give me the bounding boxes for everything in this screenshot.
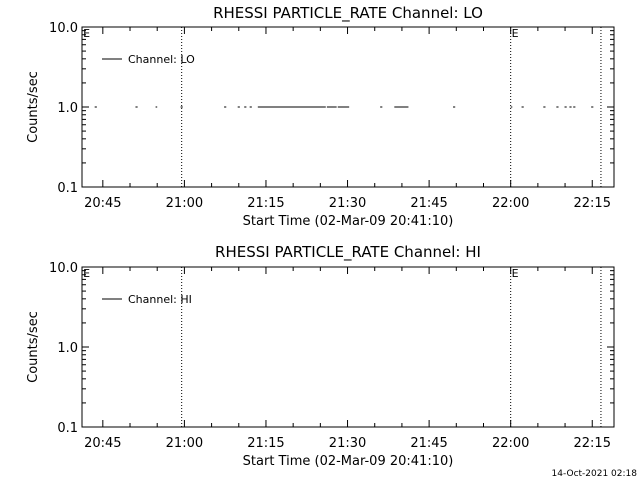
y-tick-label: 0.1 (57, 421, 78, 436)
x-tick-label: 21:15 (247, 196, 284, 211)
event-marker: E (512, 267, 519, 280)
legend-entry: Channel: LO (128, 53, 195, 66)
legend-entry: Channel: HI (128, 293, 192, 306)
y-tick-label: 10.0 (49, 21, 78, 36)
y-tick-label: 0.1 (57, 181, 78, 196)
x-tick-label: 21:30 (329, 436, 366, 451)
x-tick-label: 21:00 (166, 196, 203, 211)
footer-timestamp: 14-Oct-2021 02:18 (552, 469, 638, 479)
x-tick-label: 21:30 (329, 196, 366, 211)
x-tick-label: 20:45 (84, 436, 121, 451)
event-marker: E (512, 27, 519, 40)
event-marker: E (83, 27, 90, 40)
x-tick-label: 22:00 (492, 436, 529, 451)
x-tick-label: 20:45 (84, 196, 121, 211)
panel-hi-channel: RHESSI PARTICLE_RATE Channel: HI Counts/… (26, 243, 615, 469)
x-tick-label: 21:45 (410, 196, 447, 211)
x-tick-label: 21:15 (247, 436, 284, 451)
y-tick-label: 1.0 (57, 101, 78, 116)
x-tick-label: 21:45 (410, 436, 447, 451)
x-tick-label: 22:00 (492, 196, 529, 211)
y-axis-label: Counts/sec (26, 71, 41, 143)
y-tick-label: 10.0 (49, 261, 78, 276)
x-tick-label: 22:15 (574, 196, 611, 211)
chart-title: RHESSI PARTICLE_RATE Channel: LO (213, 4, 483, 23)
x-axis-label: Start Time (02-Mar-09 20:41:10) (243, 214, 454, 229)
chart-title: RHESSI PARTICLE_RATE Channel: HI (215, 243, 481, 262)
panel-lo-channel: RHESSI PARTICLE_RATE Channel: LO Counts/… (26, 4, 615, 229)
x-tick-label: 21:00 (166, 436, 203, 451)
y-axis-label: Counts/sec (26, 311, 41, 383)
x-tick-label: 22:15 (574, 436, 611, 451)
y-tick-label: 1.0 (57, 341, 78, 356)
event-marker: E (83, 267, 90, 280)
x-axis-label: Start Time (02-Mar-09 20:41:10) (243, 454, 454, 469)
